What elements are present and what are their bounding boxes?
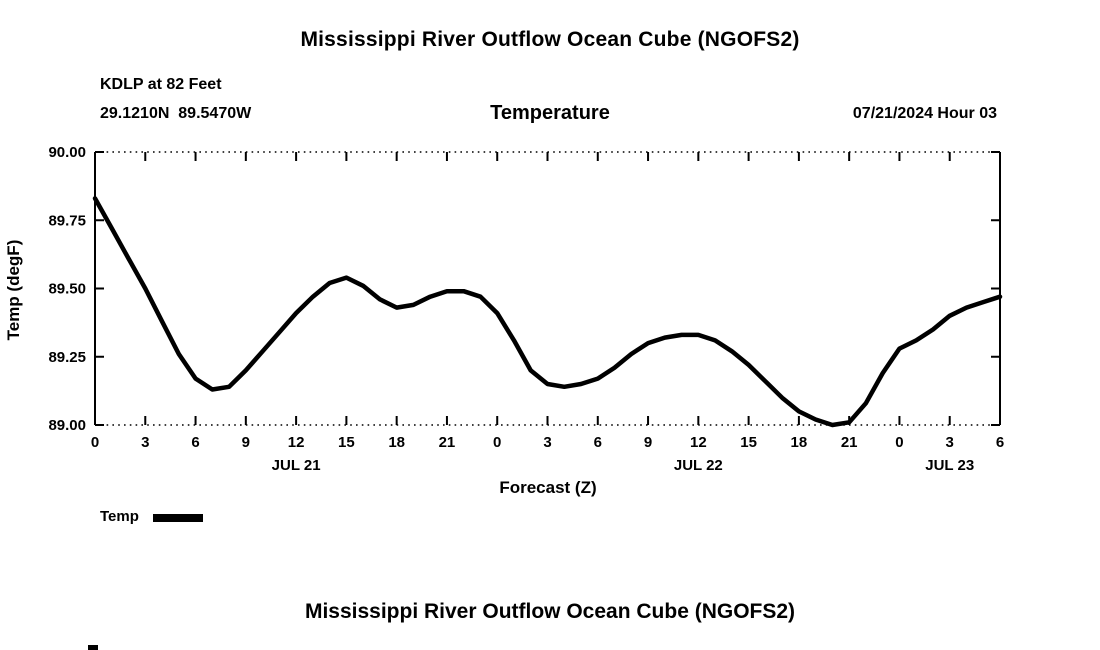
x-tick-label: 6 xyxy=(594,434,602,451)
x-tick-label: 21 xyxy=(841,434,858,451)
y-axis-label: Temp (degF) xyxy=(4,239,23,341)
x-tick-label: 12 xyxy=(690,434,707,451)
x-tick-label: 15 xyxy=(338,434,355,451)
x-tick-label: 9 xyxy=(242,434,250,451)
legend-label: Temp xyxy=(100,508,139,525)
station-coordinates: 29.1210N 89.5470W xyxy=(100,105,252,122)
station-label: KDLP at 82 Feet xyxy=(100,76,222,93)
x-tick-label: 0 xyxy=(493,434,501,451)
x-tick-label: 15 xyxy=(740,434,757,451)
x-tick-label: 12 xyxy=(288,434,305,451)
forecast-datetime: 07/21/2024 Hour 03 xyxy=(852,105,997,122)
y-tick-label: 90.00 xyxy=(48,144,86,161)
x-axis-label: Forecast (Z) xyxy=(499,478,597,497)
x-tick-label: 18 xyxy=(388,434,405,451)
legend: Temp xyxy=(100,508,203,525)
x-tick-label: 0 xyxy=(91,434,99,451)
x-tick-label: 3 xyxy=(543,434,551,451)
x-tick-label: 6 xyxy=(996,434,1004,451)
page-title: Mississippi River Outflow Ocean Cube (NG… xyxy=(300,28,800,51)
x-tick-label: 3 xyxy=(141,434,149,451)
temp-series-line xyxy=(92,196,1003,428)
next-page-title: Mississippi River Outflow Ocean Cube (NG… xyxy=(304,600,796,623)
y-tick-label: 89.50 xyxy=(48,281,86,298)
y-tick-label: 89.75 xyxy=(48,212,86,229)
x-tick-label: 0 xyxy=(895,434,903,451)
y-tick-label: 89.25 xyxy=(48,349,86,366)
legend-line-swatch xyxy=(152,513,203,522)
x-tick-label: 3 xyxy=(946,434,954,451)
variable-title: Temperature xyxy=(490,102,610,124)
day-label: JUL 22 xyxy=(674,457,723,474)
next-chart-edge-fragment xyxy=(88,645,98,650)
x-tick-label: 18 xyxy=(791,434,808,451)
y-tick-label: 89.00 xyxy=(48,417,86,434)
day-label: JUL 23 xyxy=(925,457,974,474)
x-tick-label: 21 xyxy=(439,434,456,451)
x-tick-label: 9 xyxy=(644,434,652,451)
day-label: JUL 21 xyxy=(272,457,321,474)
x-tick-label: 6 xyxy=(191,434,199,451)
